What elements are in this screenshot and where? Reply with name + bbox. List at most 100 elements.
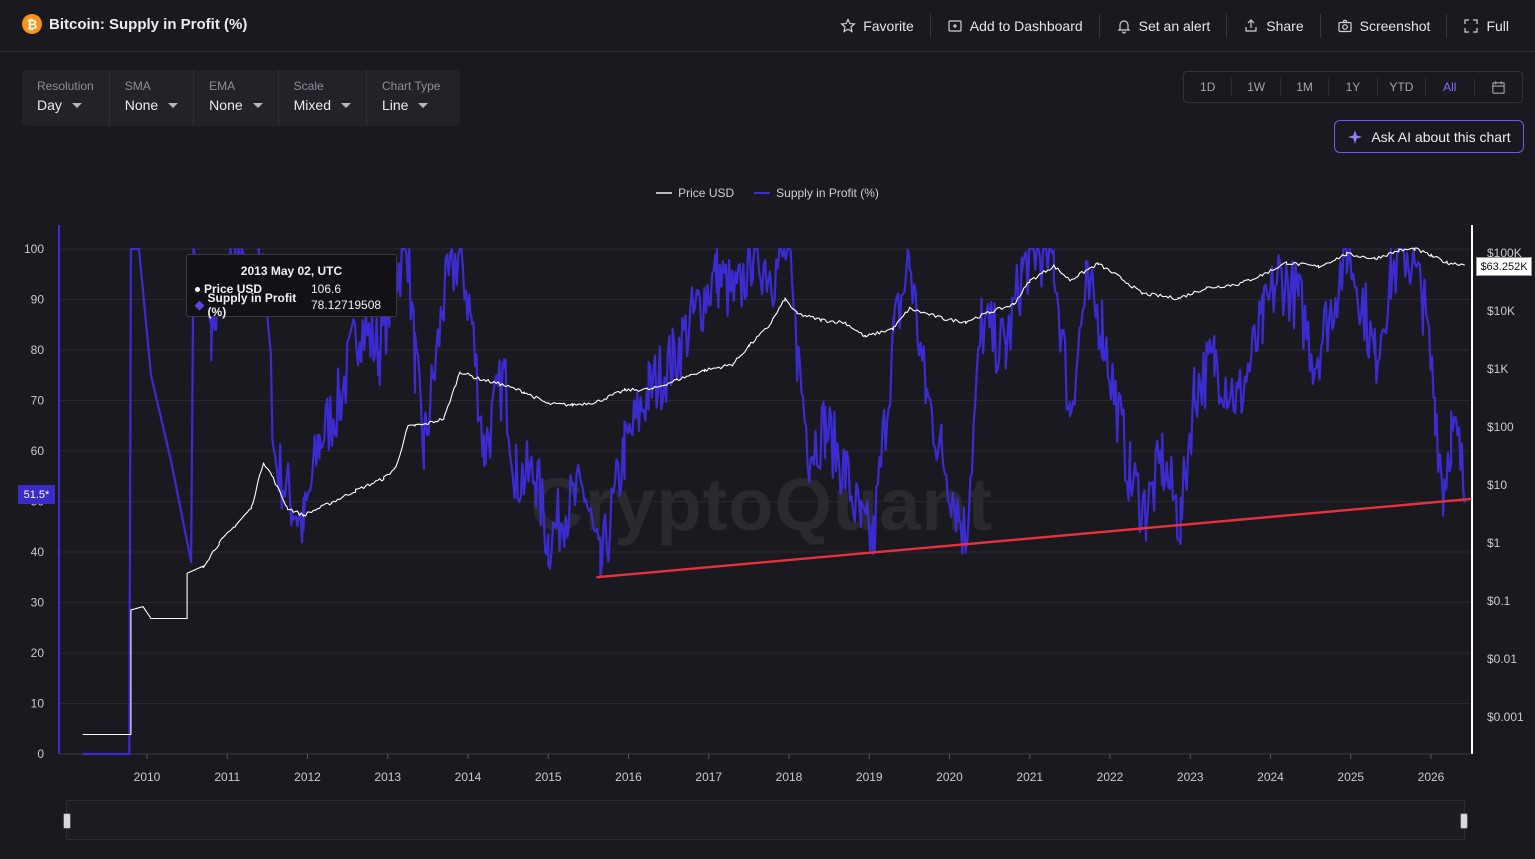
camera-icon bbox=[1338, 19, 1352, 33]
range-1y[interactable]: 1Y bbox=[1329, 78, 1378, 96]
y-left-tick-label: 10 bbox=[31, 697, 45, 711]
fullscreen-icon bbox=[1464, 19, 1479, 33]
ema-label: EMA bbox=[209, 79, 236, 93]
x-tick-label: 2022 bbox=[1097, 770, 1124, 784]
y-left-tick-label: 100 bbox=[24, 242, 44, 256]
x-tick-label: 2014 bbox=[455, 770, 482, 784]
screenshot-label: Screenshot bbox=[1359, 18, 1431, 34]
share-button[interactable]: Share bbox=[1226, 14, 1319, 38]
scale-select[interactable]: Scale Mixed bbox=[279, 70, 367, 126]
range-all[interactable]: All bbox=[1426, 78, 1475, 96]
x-tick-label: 2019 bbox=[856, 770, 883, 784]
x-tick-label: 2020 bbox=[936, 770, 963, 784]
scale-value: Mixed bbox=[293, 97, 331, 113]
fullscreen-label: Full bbox=[1486, 18, 1509, 34]
y-right-tick-label: $0.1 bbox=[1487, 594, 1511, 608]
star-icon bbox=[840, 18, 857, 33]
navigator-left-handle[interactable] bbox=[63, 813, 71, 829]
supply-diamond-icon bbox=[194, 300, 205, 310]
time-navigator[interactable] bbox=[63, 800, 1468, 840]
y-right-tick-label: $10 bbox=[1487, 478, 1507, 492]
legend-label-supply: Supply in Profit (%) bbox=[776, 186, 879, 200]
x-tick-label: 2015 bbox=[535, 770, 562, 784]
y-left-tick-label: 60 bbox=[31, 444, 45, 458]
tooltip-supply-label: Supply in Profit (%) bbox=[207, 291, 297, 319]
ask-ai-button[interactable]: Ask AI about this chart bbox=[1334, 120, 1524, 153]
screenshot-button[interactable]: Screenshot bbox=[1319, 14, 1447, 38]
ema-value: None bbox=[209, 97, 243, 113]
legend-label-price: Price USD bbox=[678, 186, 735, 200]
resolution-label: Resolution bbox=[37, 79, 94, 93]
range-1m[interactable]: 1M bbox=[1281, 78, 1330, 96]
tooltip-title: 2013 May 02, UTC bbox=[240, 264, 343, 278]
navigator-right-handle[interactable] bbox=[1460, 813, 1468, 829]
chart-controls: Resolution Day SMA None EMA None Scale M… bbox=[22, 70, 460, 126]
y-right-tick-label: $1 bbox=[1487, 536, 1501, 550]
favorite-label: Favorite bbox=[863, 18, 914, 34]
y-right-tick-label: $100K bbox=[1487, 246, 1522, 260]
chevron-down-icon bbox=[252, 102, 263, 108]
chart-tooltip: 2013 May 02, UTC Price USD 106.6 Supply … bbox=[186, 254, 397, 319]
x-tick-label: 2021 bbox=[1016, 770, 1043, 784]
sma-value: None bbox=[124, 97, 159, 113]
tooltip-supply-value: 78.12719508 bbox=[311, 298, 382, 312]
x-tick-label: 2012 bbox=[294, 770, 321, 784]
x-tick-label: 2025 bbox=[1337, 770, 1364, 784]
chevron-down-icon bbox=[418, 102, 429, 108]
y-left-tick-label: 40 bbox=[31, 545, 45, 559]
range-1w[interactable]: 1W bbox=[1232, 78, 1281, 96]
price-dot-icon bbox=[195, 286, 200, 292]
y-right-tick-label: $0.001 bbox=[1487, 710, 1524, 724]
resolution-select[interactable]: Resolution Day bbox=[22, 70, 110, 126]
x-tick-label: 2023 bbox=[1177, 770, 1204, 784]
fullscreen-button[interactable]: Full bbox=[1446, 14, 1525, 38]
sma-label: SMA bbox=[124, 79, 151, 93]
calendar-button[interactable] bbox=[1475, 78, 1522, 96]
add-to-dashboard-button[interactable]: Add to Dashboard bbox=[929, 14, 1099, 38]
chart-type-select[interactable]: Chart Type Line bbox=[367, 70, 455, 126]
y-left-tick-label: 30 bbox=[31, 596, 45, 610]
favorite-button[interactable]: Favorite bbox=[824, 14, 930, 38]
set-alert-button[interactable]: Set an alert bbox=[1098, 14, 1227, 38]
share-icon bbox=[1245, 19, 1257, 32]
add-to-dashboard-label: Add to Dashboard bbox=[969, 18, 1083, 34]
y-right-tick-label: $0.01 bbox=[1487, 652, 1517, 666]
series-supply-in-profit-line[interactable] bbox=[82, 247, 1466, 756]
x-tick-label: 2011 bbox=[214, 770, 240, 784]
x-tick-label: 2018 bbox=[776, 770, 803, 784]
sparkle-icon bbox=[1348, 129, 1363, 144]
x-tick-label: 2017 bbox=[695, 770, 722, 784]
y-right-tick-label: $10K bbox=[1487, 304, 1515, 318]
legend-item-supply[interactable]: Supply in Profit (%) bbox=[754, 186, 879, 200]
y-left-tick-label: 70 bbox=[31, 394, 45, 408]
header-actions: Favorite Add to Dashboard Set an alert S… bbox=[824, 0, 1525, 52]
y-right-tick-label: $100 bbox=[1487, 420, 1514, 434]
chevron-down-icon bbox=[71, 102, 82, 108]
current-supply-badge: 51.5* bbox=[18, 485, 55, 504]
range-1d[interactable]: 1D bbox=[1184, 78, 1233, 96]
legend-swatch-price bbox=[656, 192, 673, 194]
y-left-tick-label: 0 bbox=[37, 747, 44, 761]
tooltip-price-label: Price USD bbox=[204, 282, 263, 296]
x-tick-label: 2010 bbox=[134, 770, 161, 784]
range-selector: 1D 1W 1M 1Y YTD All bbox=[1183, 71, 1523, 103]
x-tick-label: 2024 bbox=[1257, 770, 1284, 784]
legend-item-price[interactable]: Price USD bbox=[656, 186, 734, 200]
tooltip-price-value: 106.6 bbox=[311, 282, 342, 296]
ema-select[interactable]: EMA None bbox=[194, 70, 279, 126]
add-dashboard-icon bbox=[948, 20, 962, 32]
series-price-usd-line[interactable] bbox=[82, 247, 1465, 736]
y-left-tick-label: 90 bbox=[31, 293, 45, 307]
page-title: Bitcoin: Supply in Profit (%) bbox=[49, 16, 248, 33]
share-label: Share bbox=[1266, 18, 1304, 34]
y-left-tick-label: 80 bbox=[31, 343, 45, 357]
chevron-down-icon bbox=[168, 102, 179, 108]
sma-select[interactable]: SMA None bbox=[110, 70, 195, 126]
bell-icon bbox=[1117, 20, 1131, 34]
y-left-tick-label: 20 bbox=[31, 646, 45, 660]
x-tick-label: 2016 bbox=[615, 770, 642, 784]
range-ytd[interactable]: YTD bbox=[1378, 78, 1427, 96]
ask-ai-label: Ask AI about this chart bbox=[1371, 128, 1511, 145]
scale-label: Scale bbox=[293, 79, 324, 93]
